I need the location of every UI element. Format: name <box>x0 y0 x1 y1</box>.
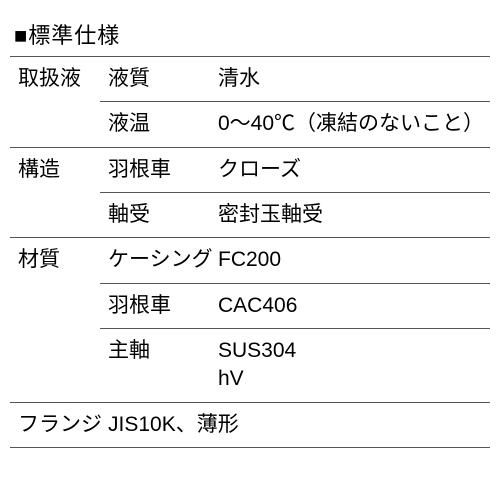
cell-value: FC200 <box>210 238 490 283</box>
cell-sub: 液質 <box>100 57 210 102</box>
table-row: フランジJIS10K、薄形 <box>10 402 490 447</box>
spec-table-body: 取扱液液質清水液温0～40℃（凍結のないこと）構造羽根車クローズ軸受密封玉軸受材… <box>10 57 490 448</box>
cell-category: 取扱液 <box>10 57 100 148</box>
cell-sub: 液温 <box>100 102 210 147</box>
cell-value: CAC406 <box>210 283 490 328</box>
spec-table: 取扱液液質清水液温0～40℃（凍結のないこと）構造羽根車クローズ軸受密封玉軸受材… <box>10 56 490 448</box>
table-row: 構造羽根車クローズ <box>10 147 490 192</box>
table-row: 取扱液液質清水 <box>10 57 490 102</box>
cell-value: 0～40℃（凍結のないこと） <box>210 102 490 147</box>
cell-value: 清水 <box>210 57 490 102</box>
cell-value: 密封玉軸受 <box>210 193 490 238</box>
cell-value: クローズ <box>210 147 490 192</box>
spec-sheet: ■標準仕様 取扱液液質清水液温0～40℃（凍結のないこと）構造羽根車クローズ軸受… <box>0 0 500 458</box>
cell-category: 材質 <box>10 238 100 402</box>
section-title: ■標準仕様 <box>14 18 490 50</box>
cell-value: SUS304hV <box>210 329 490 403</box>
cell-sub: 軸受 <box>100 193 210 238</box>
cell-sub: 主軸 <box>100 329 210 403</box>
cell-sub: 羽根車 <box>100 283 210 328</box>
cell-category: 構造 <box>10 147 100 238</box>
cell-category: フランジ <box>10 402 100 447</box>
table-row: 材質ケーシングFC200 <box>10 238 490 283</box>
cell-sub: ケーシング <box>100 238 210 283</box>
cell-sub: 羽根車 <box>100 147 210 192</box>
cell-value: JIS10K、薄形 <box>100 402 490 447</box>
